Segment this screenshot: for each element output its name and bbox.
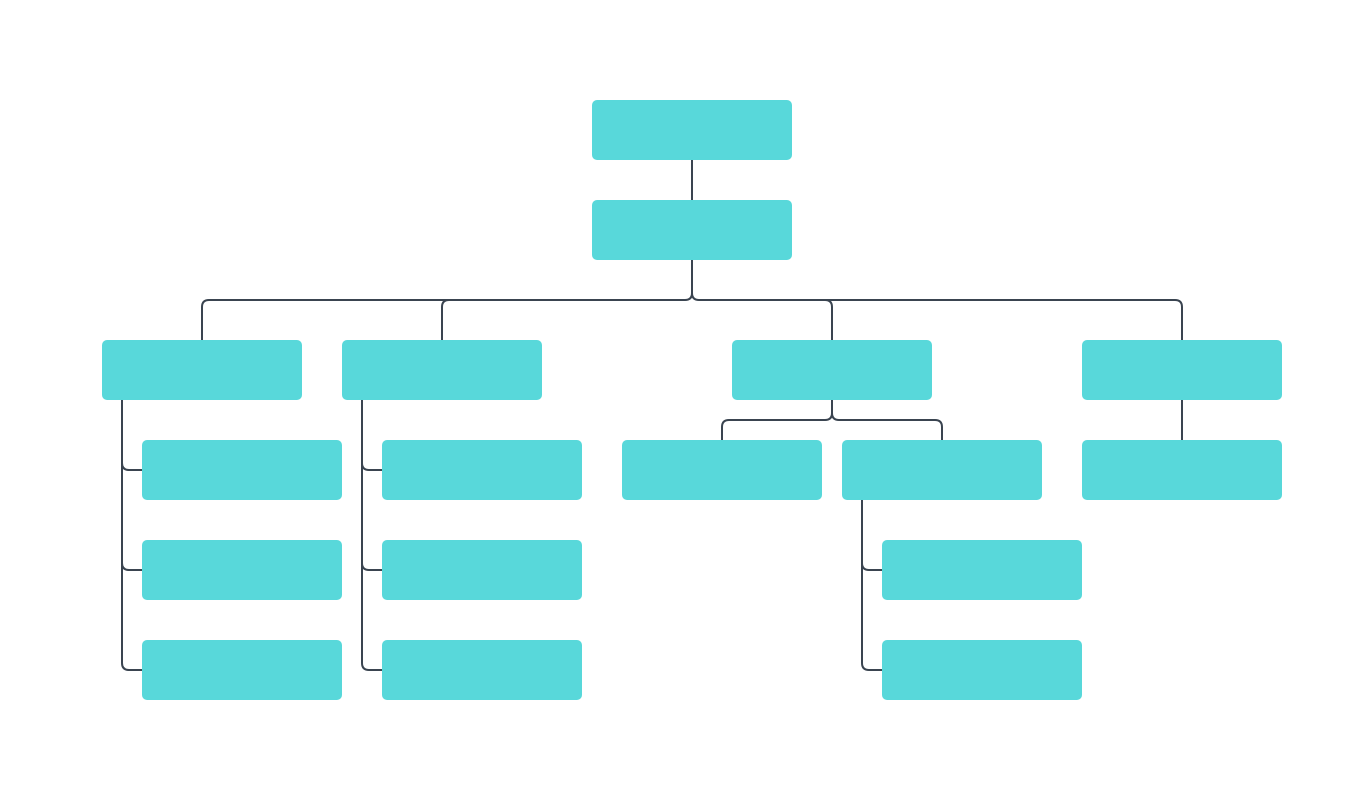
org-node[interactable] bbox=[882, 540, 1082, 600]
connector-line bbox=[361, 462, 382, 471]
connector-line bbox=[121, 400, 142, 671]
org-node[interactable] bbox=[142, 540, 342, 600]
connector-line bbox=[861, 562, 882, 571]
connector-line bbox=[721, 400, 833, 440]
org-node[interactable] bbox=[382, 440, 582, 500]
connector-line bbox=[861, 500, 882, 671]
connector-line bbox=[441, 299, 450, 340]
org-node[interactable] bbox=[622, 440, 822, 500]
connector-line bbox=[824, 299, 833, 340]
org-node[interactable] bbox=[1082, 440, 1282, 500]
connector-line bbox=[121, 462, 142, 471]
org-node[interactable] bbox=[882, 640, 1082, 700]
connector-line bbox=[121, 562, 142, 571]
org-node[interactable] bbox=[382, 640, 582, 700]
org-node[interactable] bbox=[142, 440, 342, 500]
org-node[interactable] bbox=[342, 340, 542, 400]
nodes bbox=[102, 100, 1282, 700]
org-node[interactable] bbox=[1082, 340, 1282, 400]
connector-line bbox=[361, 562, 382, 571]
connectors bbox=[121, 160, 1183, 671]
org-node[interactable] bbox=[592, 100, 792, 160]
org-node[interactable] bbox=[142, 640, 342, 700]
connector-line bbox=[361, 400, 382, 671]
org-node[interactable] bbox=[382, 540, 582, 600]
org-node[interactable] bbox=[732, 340, 932, 400]
org-node[interactable] bbox=[592, 200, 792, 260]
org-node[interactable] bbox=[842, 440, 1042, 500]
connector-line bbox=[831, 412, 943, 440]
org-node[interactable] bbox=[102, 340, 302, 400]
connector-line bbox=[691, 292, 1183, 340]
